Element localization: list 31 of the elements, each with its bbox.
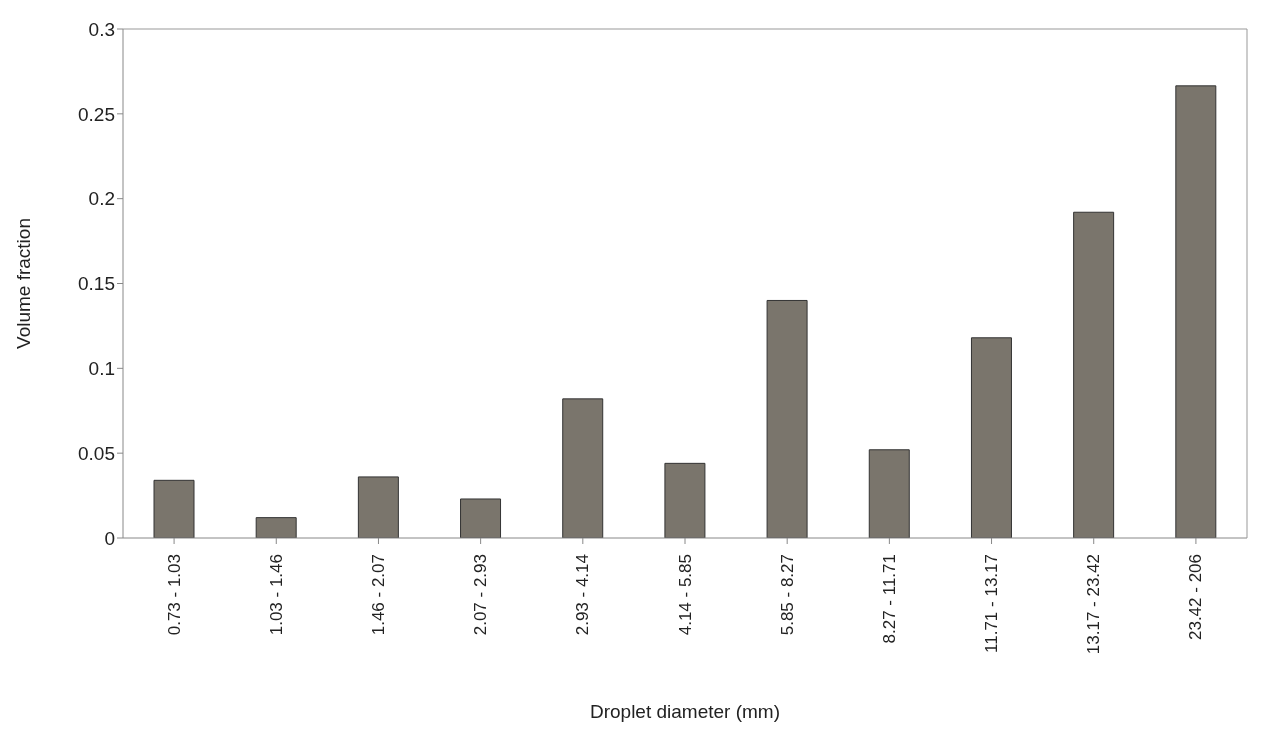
bar [357,476,399,538]
x-axis-title: Droplet diameter (mm) [589,701,781,722]
bar [1175,85,1217,538]
bar [562,398,604,538]
bar [1073,211,1115,538]
x-tick-label: 13.17 - 23.42 [1084,554,1104,655]
x-tick-label: 5.85 - 8.27 [777,554,797,636]
bar [970,337,1012,538]
bar [255,517,297,538]
y-tick-label: 0.05 [78,442,115,464]
bar [153,479,195,538]
x-tick-label: 1.03 - 1.46 [266,554,286,636]
x-tick-label: 0.73 - 1.03 [164,554,184,636]
y-tick-label: 0.2 [88,188,115,210]
x-tick-label: 11.71 - 13.17 [982,554,1002,653]
x-tick-label: 4.14 - 5.85 [675,554,695,636]
y-tick-label: 0.25 [78,103,115,125]
y-tick-label: 0.15 [78,273,115,295]
y-tick-label: 0.1 [88,358,115,380]
bar [868,449,910,538]
y-axis-title: Volume fraction [12,218,34,349]
bar [766,299,808,538]
y-tick-label: 0 [104,527,115,549]
x-tick-label: 23.42 - 206 [1186,554,1206,641]
bar [460,498,502,538]
x-tick-label: 2.93 - 4.14 [573,554,593,636]
y-tick-label: 0.3 [88,18,115,40]
bar [664,462,706,538]
x-tick-label: 8.27 - 11.71 [879,554,899,644]
x-tick-label: 2.07 - 2.93 [471,554,491,636]
x-tick-label: 1.46 - 2.07 [368,554,388,636]
